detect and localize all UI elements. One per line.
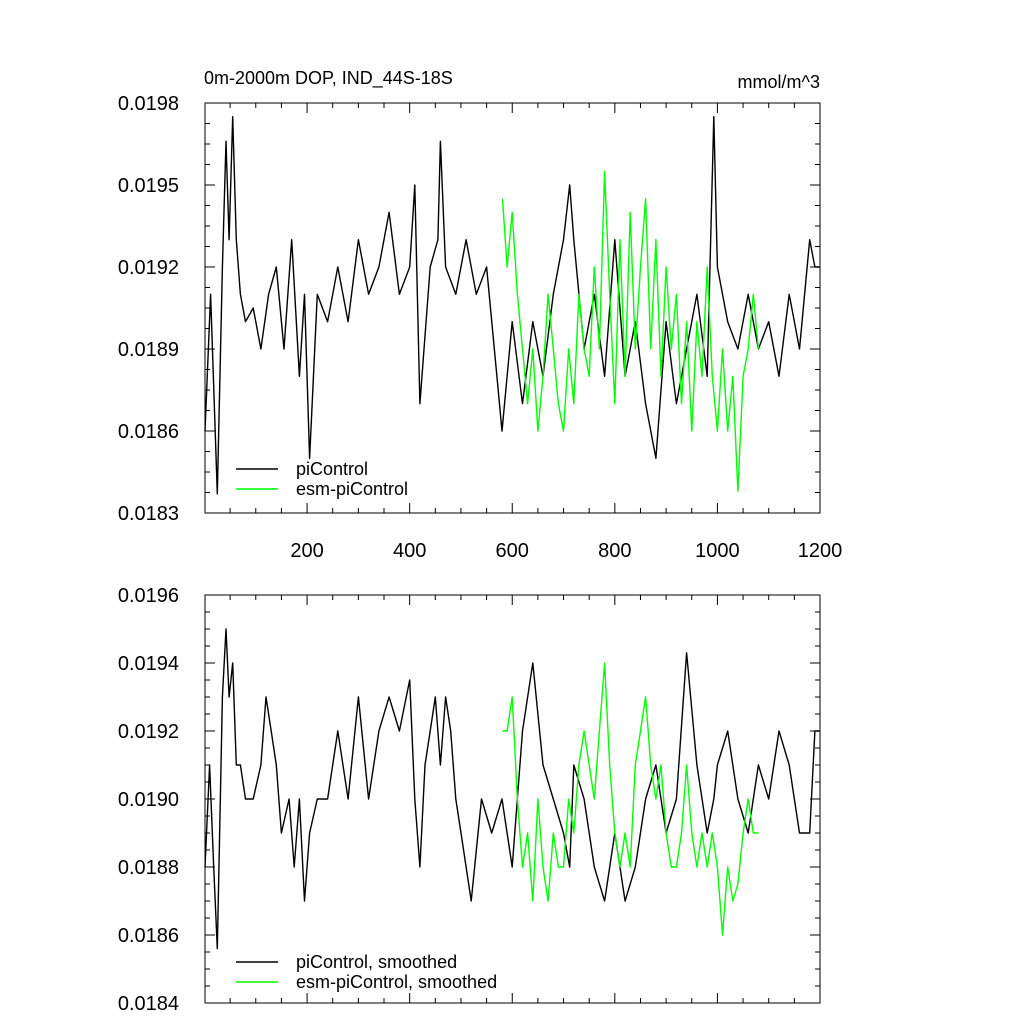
x-tick-label: 1000 bbox=[695, 540, 740, 562]
y-tick-label: 0.0188 bbox=[118, 857, 179, 879]
plot-frame bbox=[204, 594, 821, 1004]
x-tick-label: 800 bbox=[598, 540, 631, 562]
series-line-esm-picontrol bbox=[502, 662, 759, 936]
plot-frame bbox=[204, 102, 821, 514]
legend-label: piControl, smoothed bbox=[296, 952, 457, 972]
y-tick-label: 0.0192 bbox=[118, 721, 179, 743]
y-tick-label: 0.0186 bbox=[118, 421, 179, 443]
series-line-picontrol bbox=[204, 628, 820, 950]
bottom-panel: 0.0184 0.0186 0.0188 0.0190 0.0192 0.0194 0.01… bbox=[118, 585, 821, 1015]
legend-label: esm-piControl bbox=[296, 479, 408, 499]
x-tick-label: 400 bbox=[393, 540, 426, 562]
y-tick-label: 0.0192 bbox=[118, 257, 179, 279]
legend-label: piControl bbox=[296, 459, 368, 479]
x-tick-label: 1200 bbox=[798, 540, 843, 562]
y-tick-label: 0.0183 bbox=[118, 503, 179, 525]
x-tick-label: 200 bbox=[290, 540, 323, 562]
y-tick-label: 0.0189 bbox=[118, 339, 179, 361]
y-tick-label: 0.0184 bbox=[118, 993, 179, 1015]
y-tick-label: 0.0190 bbox=[118, 789, 179, 811]
y-tick-label: 0.0194 bbox=[118, 653, 179, 675]
top-panel-units: mmol/m^3 bbox=[738, 72, 820, 92]
series-line-picontrol bbox=[204, 115, 820, 495]
y-tick-label: 0.0196 bbox=[118, 585, 179, 607]
legend-label: esm-piControl, smoothed bbox=[296, 972, 497, 992]
y-tick-label: 0.0195 bbox=[118, 175, 179, 197]
y-tick-label: 0.0186 bbox=[118, 925, 179, 947]
series-line-esm-picontrol bbox=[501, 170, 760, 492]
top-panel-title: 0m-2000m DOP, IND_44S-18S bbox=[204, 68, 453, 89]
top-panel: 0m-2000m DOP, IND_44S-18S mmol/m^3 0.018… bbox=[118, 68, 842, 562]
y-tick-label: 0.0198 bbox=[118, 93, 179, 115]
x-tick-label: 600 bbox=[496, 540, 529, 562]
